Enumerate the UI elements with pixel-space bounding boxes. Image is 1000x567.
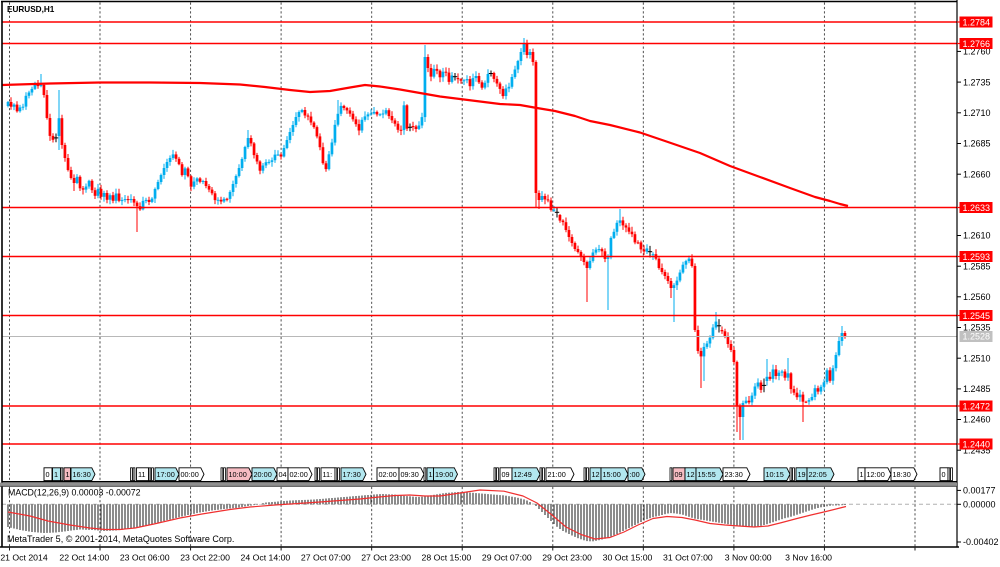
- svg-text:27 Oct 23:00: 27 Oct 23:00: [361, 553, 411, 563]
- svg-text:12: 12: [592, 470, 600, 479]
- svg-text:1: 1: [54, 470, 58, 479]
- svg-text:1.2435: 1.2435: [963, 445, 991, 455]
- svg-text:1.2440: 1.2440: [963, 439, 991, 449]
- svg-text:21:00: 21:00: [548, 470, 566, 479]
- svg-text:1.2660: 1.2660: [963, 169, 991, 179]
- svg-text:1.2735: 1.2735: [963, 77, 991, 87]
- svg-text:09:30: 09:30: [401, 470, 419, 479]
- svg-text:29 Oct 23:00: 29 Oct 23:00: [542, 553, 592, 563]
- svg-text:19: 19: [798, 470, 806, 479]
- svg-text:15:00: 15:00: [603, 470, 621, 479]
- svg-text:1.2535: 1.2535: [963, 323, 991, 333]
- svg-text:12:49: 12:49: [514, 470, 532, 479]
- svg-text:30 Oct 15:00: 30 Oct 15:00: [603, 553, 653, 563]
- svg-text:0: 0: [942, 470, 946, 479]
- svg-text:0.00177: 0.00177: [963, 486, 996, 496]
- svg-text:15:55: 15:55: [698, 470, 716, 479]
- svg-text:11: 11: [138, 470, 146, 479]
- svg-text:1: 1: [429, 470, 433, 479]
- svg-text:24 Oct 14:00: 24 Oct 14:00: [241, 553, 291, 563]
- svg-text:1: 1: [66, 470, 70, 479]
- svg-text:1.2472: 1.2472: [963, 401, 991, 411]
- svg-text:17:00: 17:00: [157, 470, 175, 479]
- svg-text:1.2485: 1.2485: [963, 384, 991, 394]
- svg-text:1.2545: 1.2545: [963, 311, 991, 321]
- svg-text:10:15: 10:15: [766, 470, 784, 479]
- svg-text:23 Oct 06:00: 23 Oct 06:00: [120, 553, 170, 563]
- svg-text:12:00: 12:00: [867, 470, 885, 479]
- svg-text:27 Oct 07:00: 27 Oct 07:00: [301, 553, 351, 563]
- svg-text:1.2760: 1.2760: [963, 47, 991, 57]
- svg-text:16:30: 16:30: [73, 470, 91, 479]
- svg-text:28 Oct 15:00: 28 Oct 15:00: [422, 553, 472, 563]
- svg-text:1.2710: 1.2710: [963, 108, 991, 118]
- svg-text:29 Oct 07:00: 29 Oct 07:00: [482, 553, 532, 563]
- svg-text:02:00: 02:00: [290, 470, 308, 479]
- svg-text:EURUSD,H1: EURUSD,H1: [7, 5, 55, 14]
- svg-text:3 Nov 16:00: 3 Nov 16:00: [785, 553, 832, 563]
- svg-text:17:30: 17:30: [343, 470, 361, 479]
- svg-text:1.2560: 1.2560: [963, 292, 991, 302]
- svg-text:11:: 11:: [323, 470, 333, 479]
- svg-text:31 Oct 07:00: 31 Oct 07:00: [663, 553, 713, 563]
- svg-text:10:00: 10:00: [229, 470, 247, 479]
- svg-text:12: 12: [687, 470, 695, 479]
- svg-text:1.2510: 1.2510: [963, 353, 991, 363]
- svg-text:00:00: 00:00: [181, 470, 199, 479]
- svg-text:21 Oct 2014: 21 Oct 2014: [0, 553, 48, 563]
- svg-text:19:00: 19:00: [435, 470, 453, 479]
- svg-text:0.00000: 0.00000: [963, 500, 996, 510]
- svg-text:MACD(12,26,9) 0.00003 -0.00072: MACD(12,26,9) 0.00003 -0.00072: [8, 488, 141, 498]
- svg-text:1.2585: 1.2585: [963, 261, 991, 271]
- svg-text:1: 1: [860, 470, 864, 479]
- svg-text:22 Oct 14:00: 22 Oct 14:00: [59, 553, 109, 563]
- svg-text:-0.00402: -0.00402: [963, 537, 999, 547]
- svg-text::00: :00: [630, 470, 640, 479]
- svg-text:MetaTrader 5, © 2001-2014, Met: MetaTrader 5, © 2001-2014, MetaQuotes So…: [7, 534, 234, 544]
- svg-text:1.2685: 1.2685: [963, 139, 991, 149]
- svg-text:1.2766: 1.2766: [963, 39, 991, 49]
- svg-text:1.2610: 1.2610: [963, 231, 991, 241]
- svg-text:1.2593: 1.2593: [963, 252, 991, 262]
- svg-text:3 Nov 00:00: 3 Nov 00:00: [725, 553, 772, 563]
- svg-text:22:05: 22:05: [809, 470, 827, 479]
- svg-text:1.2460: 1.2460: [963, 415, 991, 425]
- svg-text:23 Oct 22:00: 23 Oct 22:00: [180, 553, 230, 563]
- svg-text:1.2528: 1.2528: [963, 331, 991, 341]
- svg-text:1.2784: 1.2784: [963, 17, 991, 27]
- svg-text:09: 09: [502, 470, 510, 479]
- svg-text:09: 09: [675, 470, 683, 479]
- svg-text:18:30: 18:30: [893, 470, 911, 479]
- svg-text:1.2633: 1.2633: [963, 203, 991, 213]
- svg-text:04: 04: [279, 470, 287, 479]
- svg-text:02:00: 02:00: [379, 470, 397, 479]
- svg-text:23:30: 23:30: [725, 470, 743, 479]
- svg-text:0: 0: [46, 470, 50, 479]
- svg-text:20:00: 20:00: [254, 470, 272, 479]
